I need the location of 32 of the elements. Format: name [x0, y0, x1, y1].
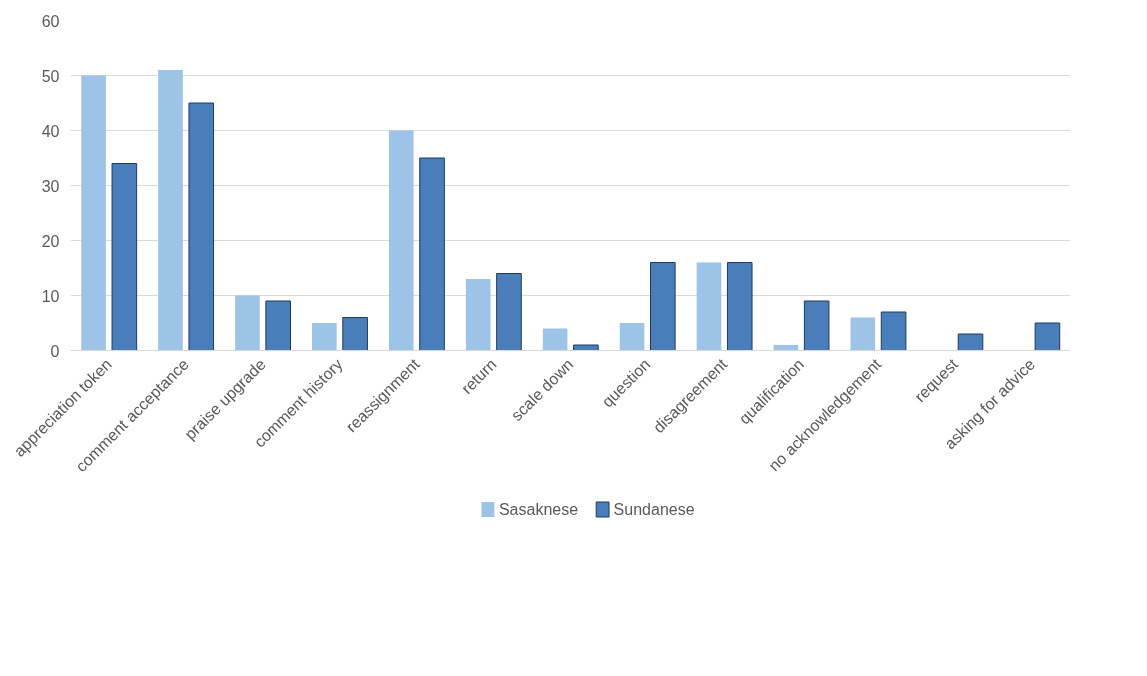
bar: [542, 328, 568, 351]
bar: [419, 157, 445, 351]
bar: [312, 323, 337, 351]
bar: [726, 262, 753, 351]
bar: [650, 262, 676, 351]
bar: [465, 279, 491, 351]
bar: [803, 300, 830, 351]
bar: [850, 317, 876, 351]
y-tick-label: 10: [41, 287, 60, 305]
y-tick-label: 0: [50, 342, 60, 360]
bar: [81, 75, 106, 351]
bar: [111, 163, 138, 351]
bar: [619, 323, 645, 351]
legend-label: Sundanese: [613, 501, 695, 518]
bar: [158, 70, 183, 351]
bar: [388, 130, 414, 351]
bar: [880, 311, 907, 351]
bar: [496, 273, 522, 351]
bar: [1034, 322, 1061, 351]
y-tick-label: 60: [41, 12, 60, 30]
y-tick-label: 20: [41, 232, 60, 250]
legend-label: Sasaknese: [498, 501, 579, 518]
bar: [573, 344, 599, 351]
y-tick-label: 40: [41, 122, 60, 140]
bar: [696, 262, 722, 351]
bar: [188, 102, 215, 351]
bar: [342, 317, 368, 351]
y-tick-label: 30: [41, 177, 60, 195]
bar: [235, 295, 260, 351]
bar: [265, 300, 291, 351]
bar: [957, 333, 984, 351]
y-tick-label: 50: [41, 67, 60, 85]
